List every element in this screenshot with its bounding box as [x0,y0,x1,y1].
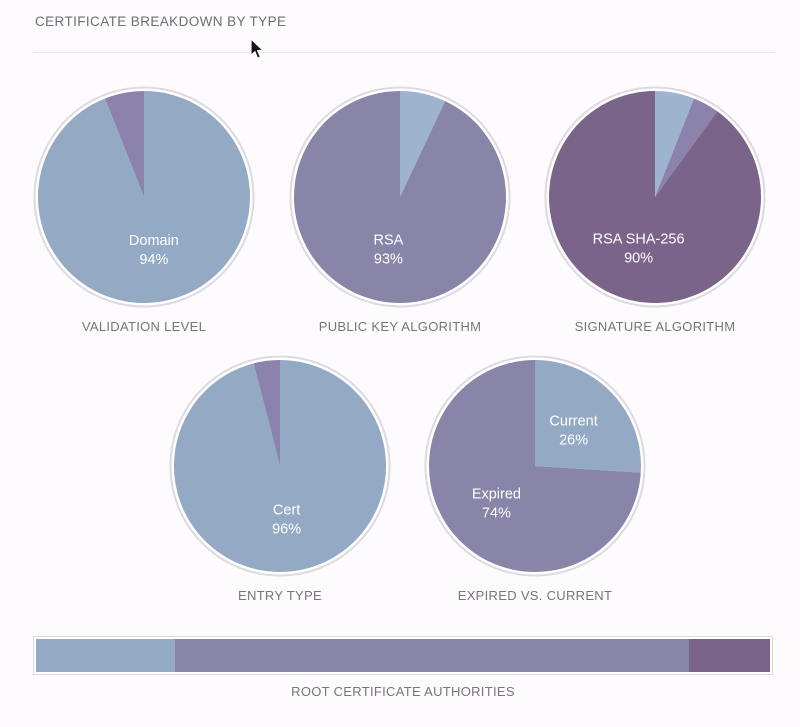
pie-chart-entry-type[interactable]: Cert 96% [168,354,392,578]
chart-caption: VALIDATION LEVEL [81,319,207,334]
chart-block-expired-vs-current: Current 26% Expired 74% EXPIRED VS. CURRENT [423,354,647,603]
slice-label: Current 26% [549,414,597,449]
pie-slice[interactable] [104,91,144,197]
bar-segment[interactable] [36,639,176,672]
chart-block-validation-level: Domain 94% VALIDATION LEVEL [32,85,256,334]
slice-label: Domain 94% [129,233,179,268]
pie-slice-rsa-sha-256[interactable] [549,91,762,303]
mouse-cursor-icon [250,38,264,59]
pie-chart-signature-algorithm[interactable]: RSA SHA-256 90% [543,85,767,309]
chart-block-public-key-algorithm: RSA 93% PUBLIC KEY ALGORITHM [288,85,512,334]
pie-chart-public-key-algorithm[interactable]: RSA 93% [288,85,512,309]
pie-slice-expired[interactable] [428,360,641,572]
chart-caption: PUBLIC KEY ALGORITHM [318,319,482,334]
pie-chart-expired-vs-current[interactable]: Current 26% Expired 74% [423,354,647,578]
chart-caption: EXPIRED VS. CURRENT [457,588,613,603]
pie-slice[interactable] [655,98,718,197]
bar-segment[interactable] [175,639,690,672]
pie-slice-domain[interactable] [37,91,250,303]
pie-slice-rsa[interactable] [293,91,506,303]
chart-block-root-certificate-authorities: ROOT CERTIFICATE AUTHORITIES [33,636,773,699]
chart-caption: ROOT CERTIFICATE AUTHORITIES [291,684,515,699]
pie-slice[interactable] [253,360,280,466]
stacked-bar-root-cas[interactable] [36,639,770,672]
pie-slice-current[interactable] [535,360,641,473]
section-divider [33,52,775,53]
slice-label: Expired 74% [472,486,521,521]
chart-caption: SIGNATURE ALGORITHM [574,319,736,334]
pie-chart-validation-level[interactable]: Domain 94% [32,85,256,309]
page-title: CERTIFICATE BREAKDOWN BY TYPE [35,14,287,29]
chart-block-entry-type: Cert 96% ENTRY TYPE [168,354,392,603]
slice-label: Cert 96% [272,503,301,538]
chart-caption: ENTRY TYPE [238,588,322,603]
stacked-bar-frame [33,636,773,675]
slice-label: RSA 93% [373,233,403,268]
bar-segment[interactable] [689,639,770,672]
pie-slice-cert[interactable] [174,360,387,572]
pie-slice[interactable] [400,91,446,197]
slice-label: RSA SHA-256 90% [593,231,685,266]
chart-block-signature-algorithm: RSA SHA-256 90% SIGNATURE ALGORITHM [543,85,767,334]
pie-slice[interactable] [655,91,695,197]
